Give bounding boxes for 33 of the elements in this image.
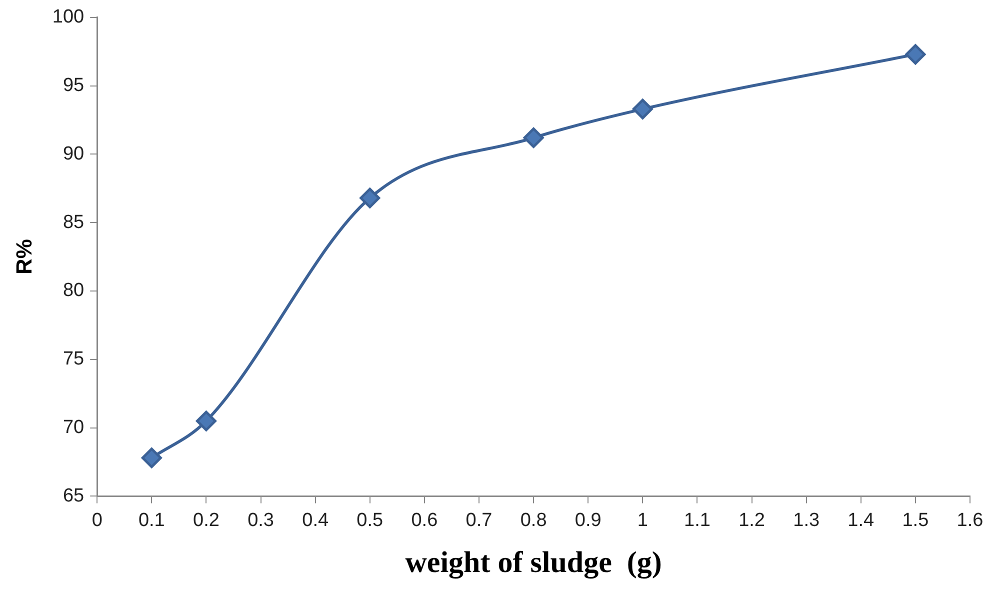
- x-tick-label: 1.3: [793, 510, 820, 531]
- y-tick-label: 75: [62, 348, 84, 370]
- point: [905, 44, 926, 65]
- x-tick-label: 1: [637, 510, 648, 531]
- point: [632, 98, 653, 120]
- x-tick-label: 1.1: [684, 510, 710, 531]
- x-tick-label: 0.7: [466, 510, 492, 531]
- x-tick-label: 0.3: [248, 510, 274, 531]
- point: [523, 128, 544, 148]
- y-tick-label: 95: [62, 75, 84, 96]
- y-tick-label: 85: [62, 212, 84, 233]
- y-tick-label: 100: [52, 6, 84, 28]
- point: [196, 410, 216, 432]
- y-axis-title: R%: [11, 239, 36, 275]
- x-tick-label: 0.5: [356, 510, 384, 531]
- y-tick-label: 80: [62, 280, 84, 302]
- x-tick-label: 0: [92, 510, 102, 531]
- x-tick-label: 0.1: [138, 510, 165, 531]
- y-tick-label: 65: [62, 485, 84, 506]
- x-tick-label: 0.2: [193, 510, 220, 531]
- x-tick-label: 1.4: [848, 510, 875, 531]
- x-tick-label: 1.2: [738, 510, 765, 531]
- y-tick-label: 70: [62, 417, 84, 438]
- y-tick-label: 90: [62, 143, 84, 164]
- point: [141, 448, 162, 468]
- x-tick-label: 0.8: [520, 510, 547, 531]
- x-tick-label: 0.6: [411, 510, 438, 531]
- x-tick-label: 1.5: [902, 510, 929, 531]
- x-tick-label: 0.9: [574, 510, 602, 531]
- x-axis-title: weight of sludge (g): [405, 546, 662, 579]
- x-tick-label: 0.4: [302, 510, 329, 531]
- point: [360, 188, 380, 208]
- x-tick-label: 1.6: [956, 510, 984, 531]
